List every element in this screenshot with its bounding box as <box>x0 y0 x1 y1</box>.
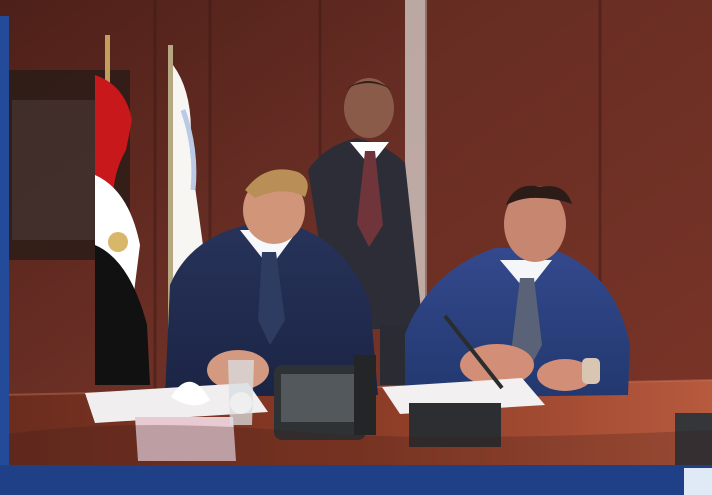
microphone <box>409 314 712 465</box>
tissue-box <box>135 381 236 461</box>
blue-frame-left <box>0 16 9 465</box>
room-reflection <box>12 100 107 240</box>
signing-man-right <box>405 185 630 398</box>
signing-man-left <box>165 169 378 397</box>
documents <box>85 378 545 423</box>
phone <box>274 355 376 440</box>
blue-frame-bottom <box>0 465 712 495</box>
glass <box>228 360 254 425</box>
light-corner <box>684 468 712 495</box>
egypt-flag <box>95 35 150 385</box>
